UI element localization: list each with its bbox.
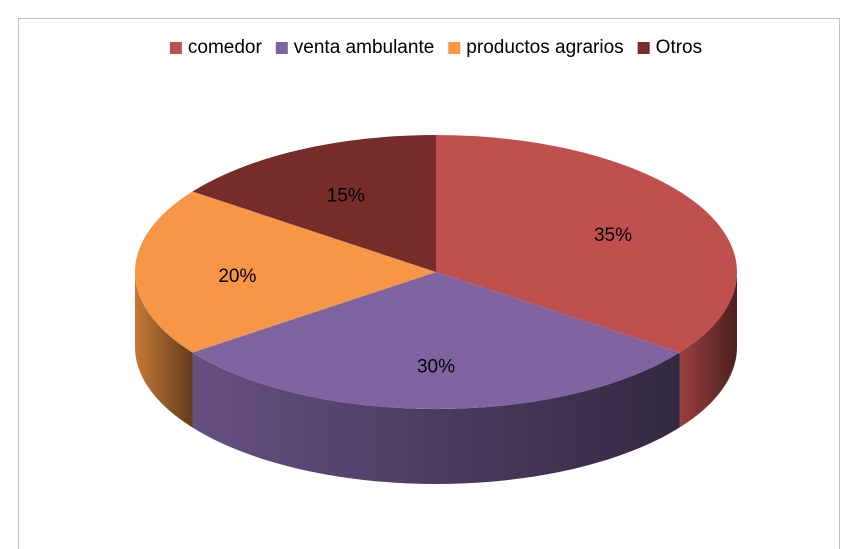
data-label: 15% <box>327 185 365 206</box>
legend-label: Otros <box>656 37 702 58</box>
legend-swatch <box>275 42 288 54</box>
legend-swatch <box>169 42 182 54</box>
legend-label: venta ambulante <box>294 37 435 58</box>
legend-label: productos agrarios <box>466 37 623 58</box>
data-label: 30% <box>417 356 455 377</box>
legend: comedor venta ambulante productos agrarios… <box>169 37 702 58</box>
pie-tops <box>134 135 737 409</box>
legend-swatch <box>637 42 650 54</box>
pie-sides <box>135 272 737 484</box>
pie-slice <box>134 191 436 353</box>
legend-swatch <box>448 42 461 54</box>
pie-slice <box>436 135 737 353</box>
data-labels: 35% 30% 20% 15% <box>218 185 632 377</box>
data-label: 35% <box>594 225 632 246</box>
pie-slice <box>192 135 436 272</box>
pie-side <box>679 272 737 428</box>
data-label: 20% <box>218 266 256 287</box>
legend-label: comedor <box>188 37 263 58</box>
pie-side <box>135 272 193 428</box>
pie-side <box>192 352 680 484</box>
pie-slice <box>192 272 680 409</box>
